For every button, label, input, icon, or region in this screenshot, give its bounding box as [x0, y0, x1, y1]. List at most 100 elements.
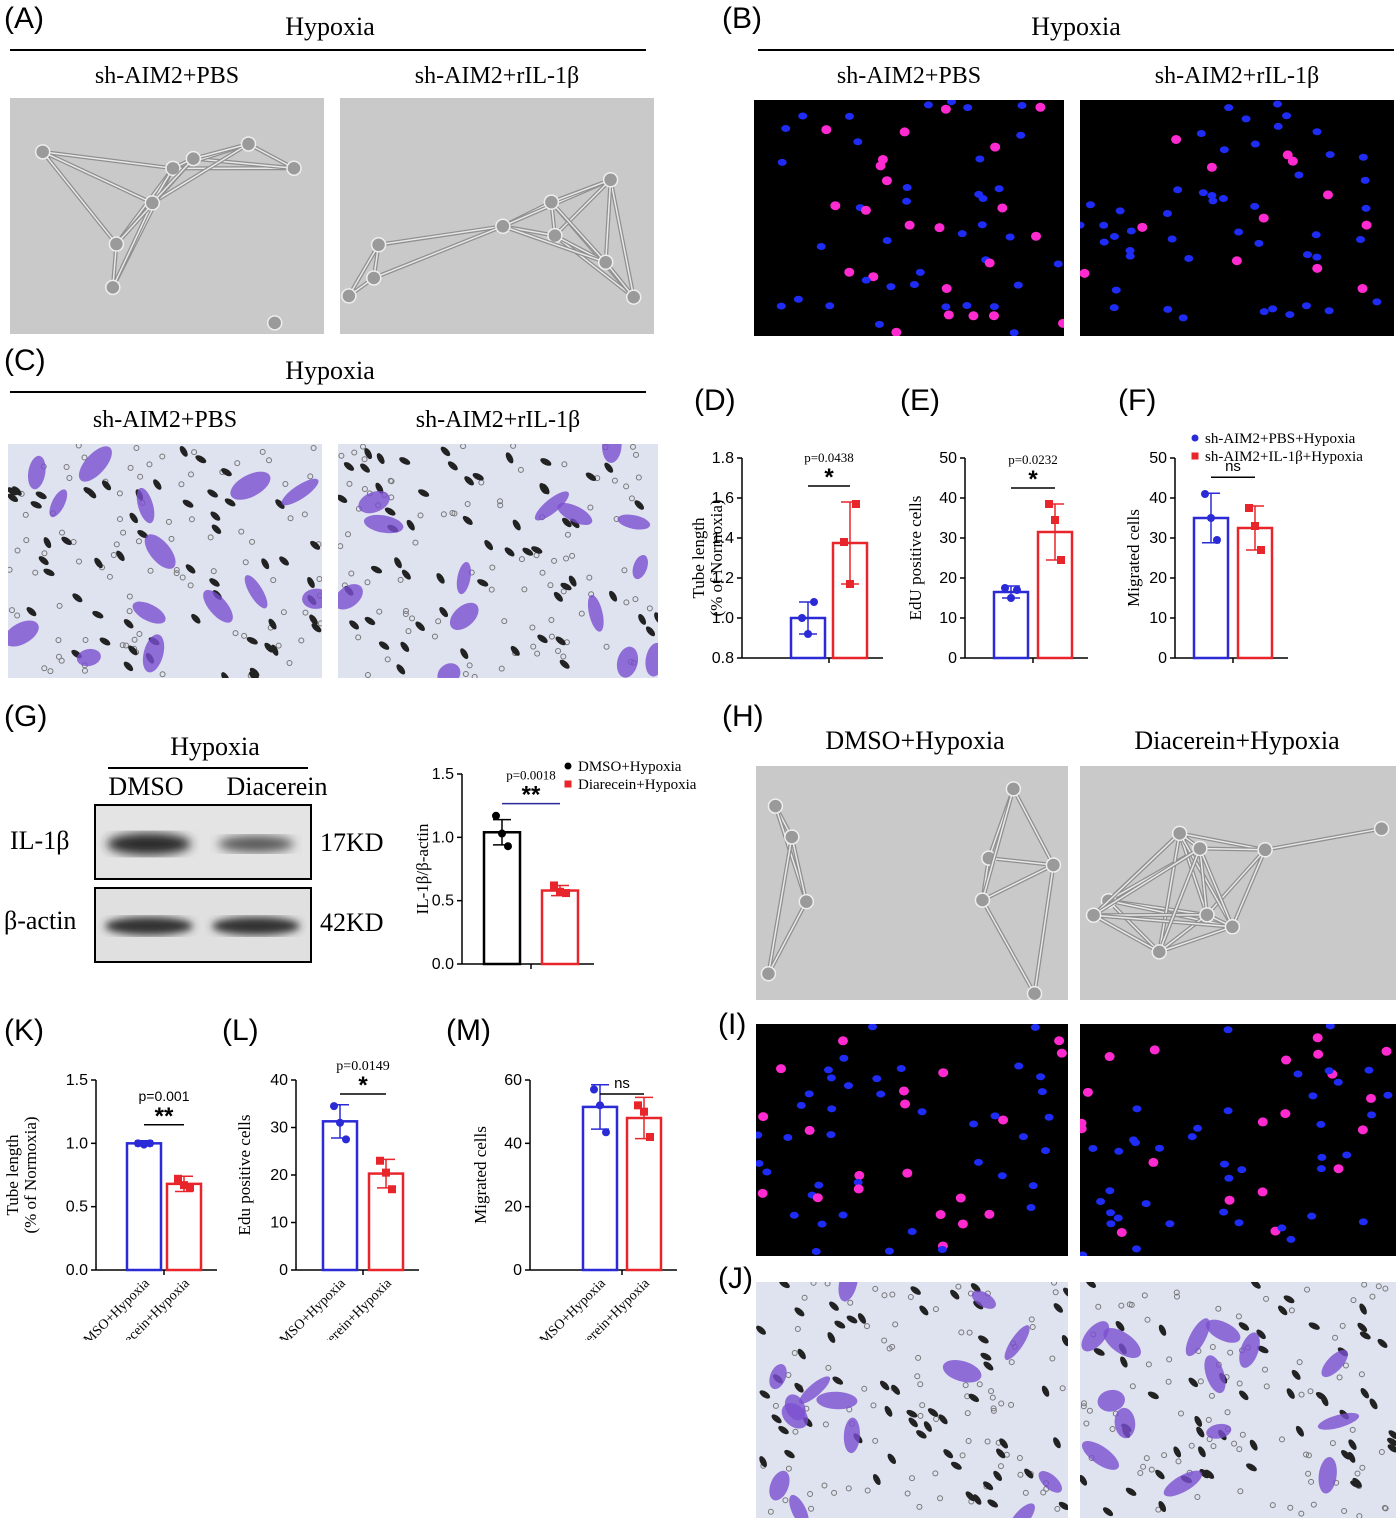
membrane-pore-dark	[908, 1417, 918, 1428]
edu-image-i-left	[756, 1024, 1068, 1256]
dapi-nucleus	[1184, 254, 1194, 262]
bar	[581, 1105, 619, 1272]
migrated-cell	[1318, 1457, 1337, 1494]
membrane-pore-dark	[279, 556, 289, 566]
dapi-nucleus	[853, 1178, 863, 1186]
dapi-nucleus	[1282, 112, 1292, 120]
cell-tube-highlight	[42, 151, 174, 170]
panel-label-m: (M)	[446, 1014, 491, 1047]
dapi-nucleus	[1028, 1182, 1038, 1190]
membrane-pore	[518, 556, 525, 563]
membrane-pore-dark	[872, 1474, 881, 1486]
membrane-pore	[1339, 1322, 1346, 1329]
dapi-nucleus	[872, 1075, 882, 1083]
membrane-pore	[409, 615, 416, 622]
migrated-cell	[302, 588, 322, 609]
cell-cluster	[240, 136, 257, 152]
membrane-pore-dark	[311, 623, 322, 633]
migrated-cell	[136, 487, 155, 524]
edu-positive-nucleus	[804, 1125, 815, 1135]
data-point	[1057, 556, 1065, 564]
edu-positive-nucleus	[1104, 1052, 1115, 1062]
dapi-nucleus	[776, 302, 786, 310]
membrane-pore	[316, 575, 322, 582]
bar	[482, 831, 522, 966]
kd-label-17: 17KD	[320, 828, 384, 857]
migrated-cell	[816, 1391, 858, 1410]
edu-positive-nucleus	[1357, 284, 1368, 294]
edu-positive-nucleus	[1280, 1109, 1291, 1119]
membrane-pore-dark	[987, 1499, 999, 1508]
membrane-pore	[137, 473, 144, 480]
membrane-pore-dark	[1115, 1320, 1125, 1332]
membrane-pore	[872, 1437, 879, 1444]
membrane-pore	[1303, 1451, 1310, 1458]
y-tick-label: 50	[939, 450, 957, 467]
dapi-nucleus	[796, 1101, 806, 1109]
edu-positive-nucleus	[1282, 150, 1293, 160]
y-tick-label: 0	[513, 1262, 522, 1279]
cell-cluster	[1026, 985, 1043, 1000]
dapi-nucleus	[902, 197, 912, 205]
edu-positive-nucleus	[904, 220, 915, 230]
cell-tube-highlight	[373, 225, 504, 279]
membrane-pore-dark	[1347, 1451, 1356, 1463]
membrane-pore-dark	[94, 557, 103, 569]
membrane-pore	[932, 1306, 939, 1313]
migrated-cell	[1317, 1412, 1360, 1430]
membrane-pore	[1298, 1391, 1305, 1398]
cell-tube-highlight	[1206, 849, 1266, 916]
data-point	[1207, 514, 1215, 522]
dapi-nucleus	[1277, 1224, 1287, 1232]
membrane-pore-dark	[129, 512, 138, 524]
band-bactin-diacerein	[212, 917, 300, 935]
dapi-nucleus	[1293, 1070, 1303, 1078]
membrane-pore-dark	[246, 636, 258, 645]
edu-positive-nucleus	[1137, 222, 1148, 232]
transwell-image-j-left	[756, 1282, 1068, 1518]
migrated-cell	[142, 634, 165, 673]
membrane-pore	[1305, 1452, 1312, 1459]
cell-tube-highlight	[1158, 914, 1208, 953]
data-point	[498, 829, 506, 838]
membrane-pore-dark	[829, 1301, 839, 1311]
edu-positive-nucleus	[1257, 1117, 1268, 1127]
migrated-cell	[456, 561, 471, 595]
tube-image-a-right	[340, 98, 654, 334]
membrane-pore	[1028, 1316, 1035, 1323]
membrane-pore	[471, 673, 478, 678]
dapi-nucleus	[1132, 1105, 1142, 1113]
dapi-nucleus	[874, 320, 884, 328]
membrane-pore	[403, 608, 410, 615]
membrane-pore-dark	[950, 1461, 962, 1470]
membrane-pore-dark	[1291, 1369, 1301, 1380]
dapi-nucleus	[1013, 281, 1023, 289]
cell-tube-highlight	[1199, 848, 1234, 928]
dapi-nucleus	[844, 112, 854, 120]
migrated-cell	[449, 602, 479, 630]
membrane-pore-dark	[887, 1453, 897, 1464]
cell-tube-highlight	[551, 179, 611, 203]
bar	[625, 1116, 663, 1272]
membrane-pore	[785, 1465, 792, 1472]
cell-tube-highlight	[378, 225, 504, 246]
membrane-pore	[1332, 1334, 1339, 1341]
dapi-nucleus	[1324, 307, 1334, 315]
dapi-nucleus	[1324, 1067, 1334, 1075]
dapi-nucleus	[823, 1066, 833, 1074]
dapi-nucleus	[1196, 130, 1206, 138]
membrane-pore	[1008, 1401, 1015, 1408]
dapi-nucleus	[923, 101, 933, 109]
dapi-nucleus	[1036, 1073, 1046, 1081]
panel-label-h: (H)	[722, 700, 764, 733]
migrated-cell	[1163, 1470, 1203, 1497]
cell-tube-highlight	[1107, 900, 1160, 953]
membrane-pore	[1231, 1440, 1238, 1447]
edu-positive-nucleus	[1365, 1093, 1376, 1103]
membrane-pore-dark	[759, 1456, 767, 1468]
membrane-pore-dark	[185, 564, 196, 574]
dapi-nucleus	[1080, 1251, 1088, 1256]
membrane-pore-dark	[968, 1393, 980, 1403]
image-background	[756, 1024, 1068, 1256]
